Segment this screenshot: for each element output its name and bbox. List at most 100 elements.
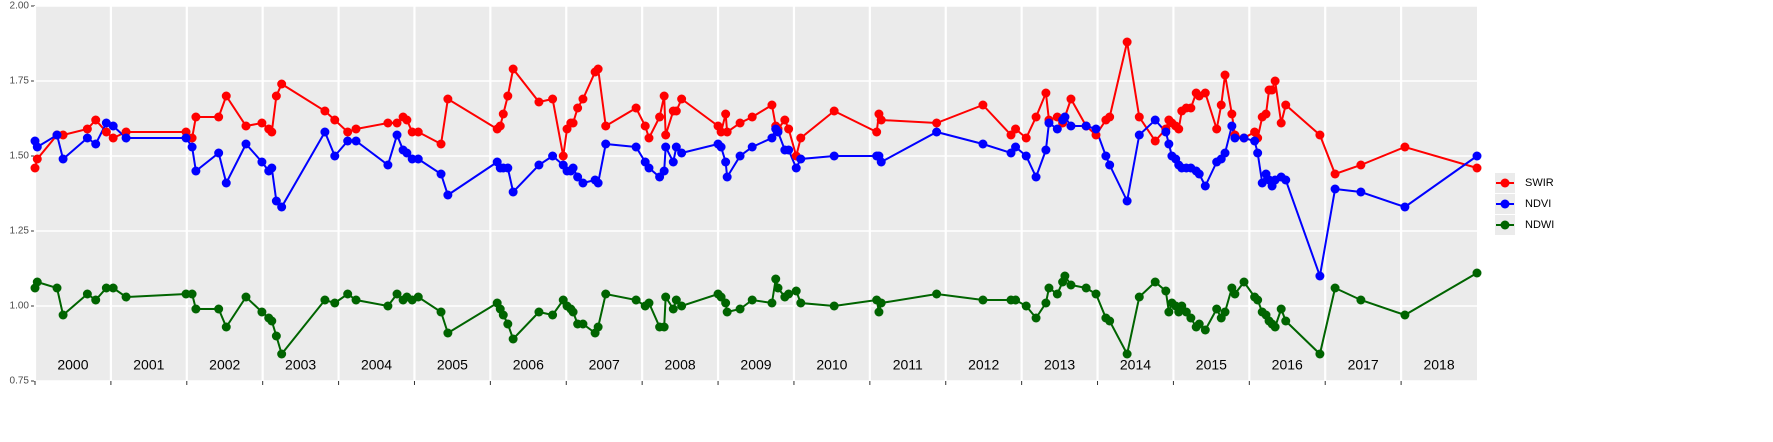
data-point [784,289,794,299]
data-point [1060,271,1070,281]
data-point [791,163,801,173]
data-point [578,94,588,104]
data-point [191,304,201,314]
data-point [1281,100,1291,110]
data-point [568,163,578,173]
data-point [1105,112,1115,122]
data-point [503,91,513,101]
data-point [655,112,665,122]
data-point [1281,316,1291,326]
data-point [1134,292,1144,302]
data-point [1105,316,1115,326]
data-point [1081,283,1091,293]
y-tick-label: 2.00 [10,1,30,12]
data-point [241,121,251,131]
data-point [659,166,669,176]
legend-label: NDWI [1525,219,1554,231]
data-point [631,295,641,305]
data-point [671,295,681,305]
year-label: 2009 [740,357,771,373]
data-point [1330,169,1340,179]
data-point [32,277,42,287]
data-point [548,310,558,320]
data-point [1060,112,1070,122]
year-label: 2017 [1348,357,1379,373]
data-point [876,157,886,167]
data-point [1330,184,1340,194]
data-point [534,160,544,170]
data-point [872,127,882,137]
data-point [1161,286,1171,296]
data-point [716,142,726,152]
data-point [593,178,603,188]
year-label: 2012 [968,357,999,373]
data-point [1011,124,1021,134]
data-point [1315,349,1325,359]
data-point [631,142,641,152]
data-point [108,283,118,293]
data-point [573,172,583,182]
data-point [671,106,681,116]
data-point [578,319,588,329]
data-point [1216,100,1226,110]
year-label: 2008 [665,357,696,373]
data-point [747,112,757,122]
data-point [677,94,687,104]
year-label: 2016 [1272,357,1303,373]
data-point [1091,289,1101,299]
data-point [631,103,641,113]
data-point [241,139,251,149]
data-point [1400,310,1410,320]
data-point [978,100,988,110]
data-point [722,307,732,317]
data-point [436,307,446,317]
data-point [1220,70,1230,80]
data-point [1081,121,1091,131]
data-point [1021,133,1031,143]
data-point [267,127,277,137]
year-label: 2015 [1196,357,1227,373]
year-label: 2011 [893,357,923,373]
data-point [722,172,732,182]
data-point [1250,136,1260,146]
data-point [548,151,558,161]
data-point [1011,142,1021,152]
data-point [214,304,224,314]
year-label: 2000 [57,357,88,373]
data-point [1066,280,1076,290]
data-point [1356,160,1366,170]
data-point [1134,130,1144,140]
data-point [443,190,453,200]
legend-label: SWIR [1525,177,1554,189]
data-point [784,124,794,134]
data-point [1041,145,1051,155]
data-point [1105,160,1115,170]
data-point [767,100,777,110]
data-point [1011,295,1021,305]
data-point [52,130,62,140]
data-point [1091,124,1101,134]
data-point [1200,325,1210,335]
data-point [747,295,757,305]
data-point [443,94,453,104]
data-point [1400,142,1410,152]
data-point [1257,178,1267,188]
legend-dot [1500,178,1510,188]
data-point [534,307,544,317]
data-point [593,64,603,74]
year-label: 2007 [589,357,620,373]
data-point [593,322,603,332]
data-point [1276,118,1286,128]
data-point [241,292,251,302]
data-point [32,142,42,152]
data-point [1021,301,1031,311]
data-point [1052,289,1062,299]
data-point [558,151,568,161]
y-tick-label: 1.25 [10,226,30,237]
data-point [1161,127,1171,137]
data-point [1356,187,1366,197]
data-point [214,148,224,158]
data-point [773,127,783,137]
data-point [1315,130,1325,140]
